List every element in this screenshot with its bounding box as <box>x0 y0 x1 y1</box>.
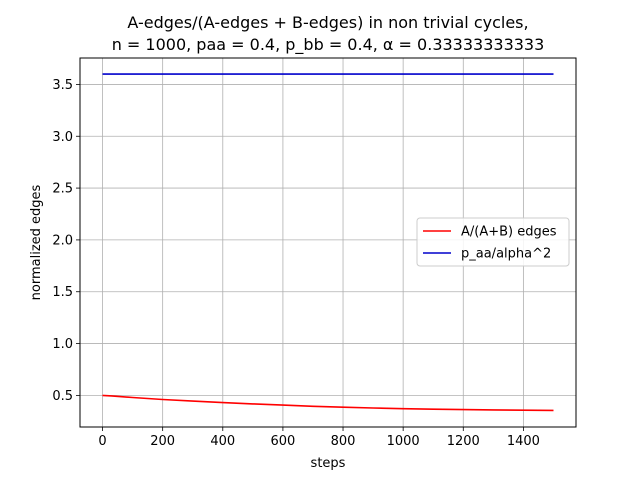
y-tick-label: 2.5 <box>52 182 73 197</box>
legend: A/(A+B) edges p_aa/alpha^2 <box>416 217 570 267</box>
chart-title-line-1: A-edges/(A-edges + B-edges) in non trivi… <box>127 13 528 32</box>
series-layer <box>102 73 554 412</box>
ticks: 0 200 400 600 800 1000 1200 1400 0.5 1.0 1.5 2.0 2.5… <box>52 78 540 449</box>
plot-frame <box>79 57 577 428</box>
y-tick-label: 3.5 <box>52 78 73 93</box>
x-tick-label: 0 <box>98 434 106 449</box>
chart-title-line-2: n = 1000, paa = 0.4, p_bb = 0.4, α = 0.3… <box>112 35 545 55</box>
y-tick-label: 0.5 <box>52 389 73 404</box>
legend-label: A/(A+B) edges <box>461 225 557 240</box>
y-axis-label: normalized edges <box>29 184 44 300</box>
x-tick-label: 1400 <box>507 434 540 449</box>
legend-label: p_aa/alpha^2 <box>461 247 551 262</box>
x-tick-label: 1200 <box>447 434 480 449</box>
x-tick-label: 600 <box>270 434 295 449</box>
x-tick-label: 800 <box>331 434 356 449</box>
series-line-0 <box>102 394 554 412</box>
x-tick-label: 400 <box>210 434 235 449</box>
legend-box <box>416 217 570 267</box>
x-tick-label: 200 <box>150 434 175 449</box>
y-tick-label: 1.0 <box>52 337 73 352</box>
x-axis-label: steps <box>311 456 346 471</box>
x-tick-label: 1000 <box>387 434 420 449</box>
grid <box>80 58 576 427</box>
y-tick-label: 3.0 <box>52 130 73 145</box>
y-tick-label: 2.0 <box>52 233 73 248</box>
y-tick-label: 1.5 <box>52 285 73 300</box>
